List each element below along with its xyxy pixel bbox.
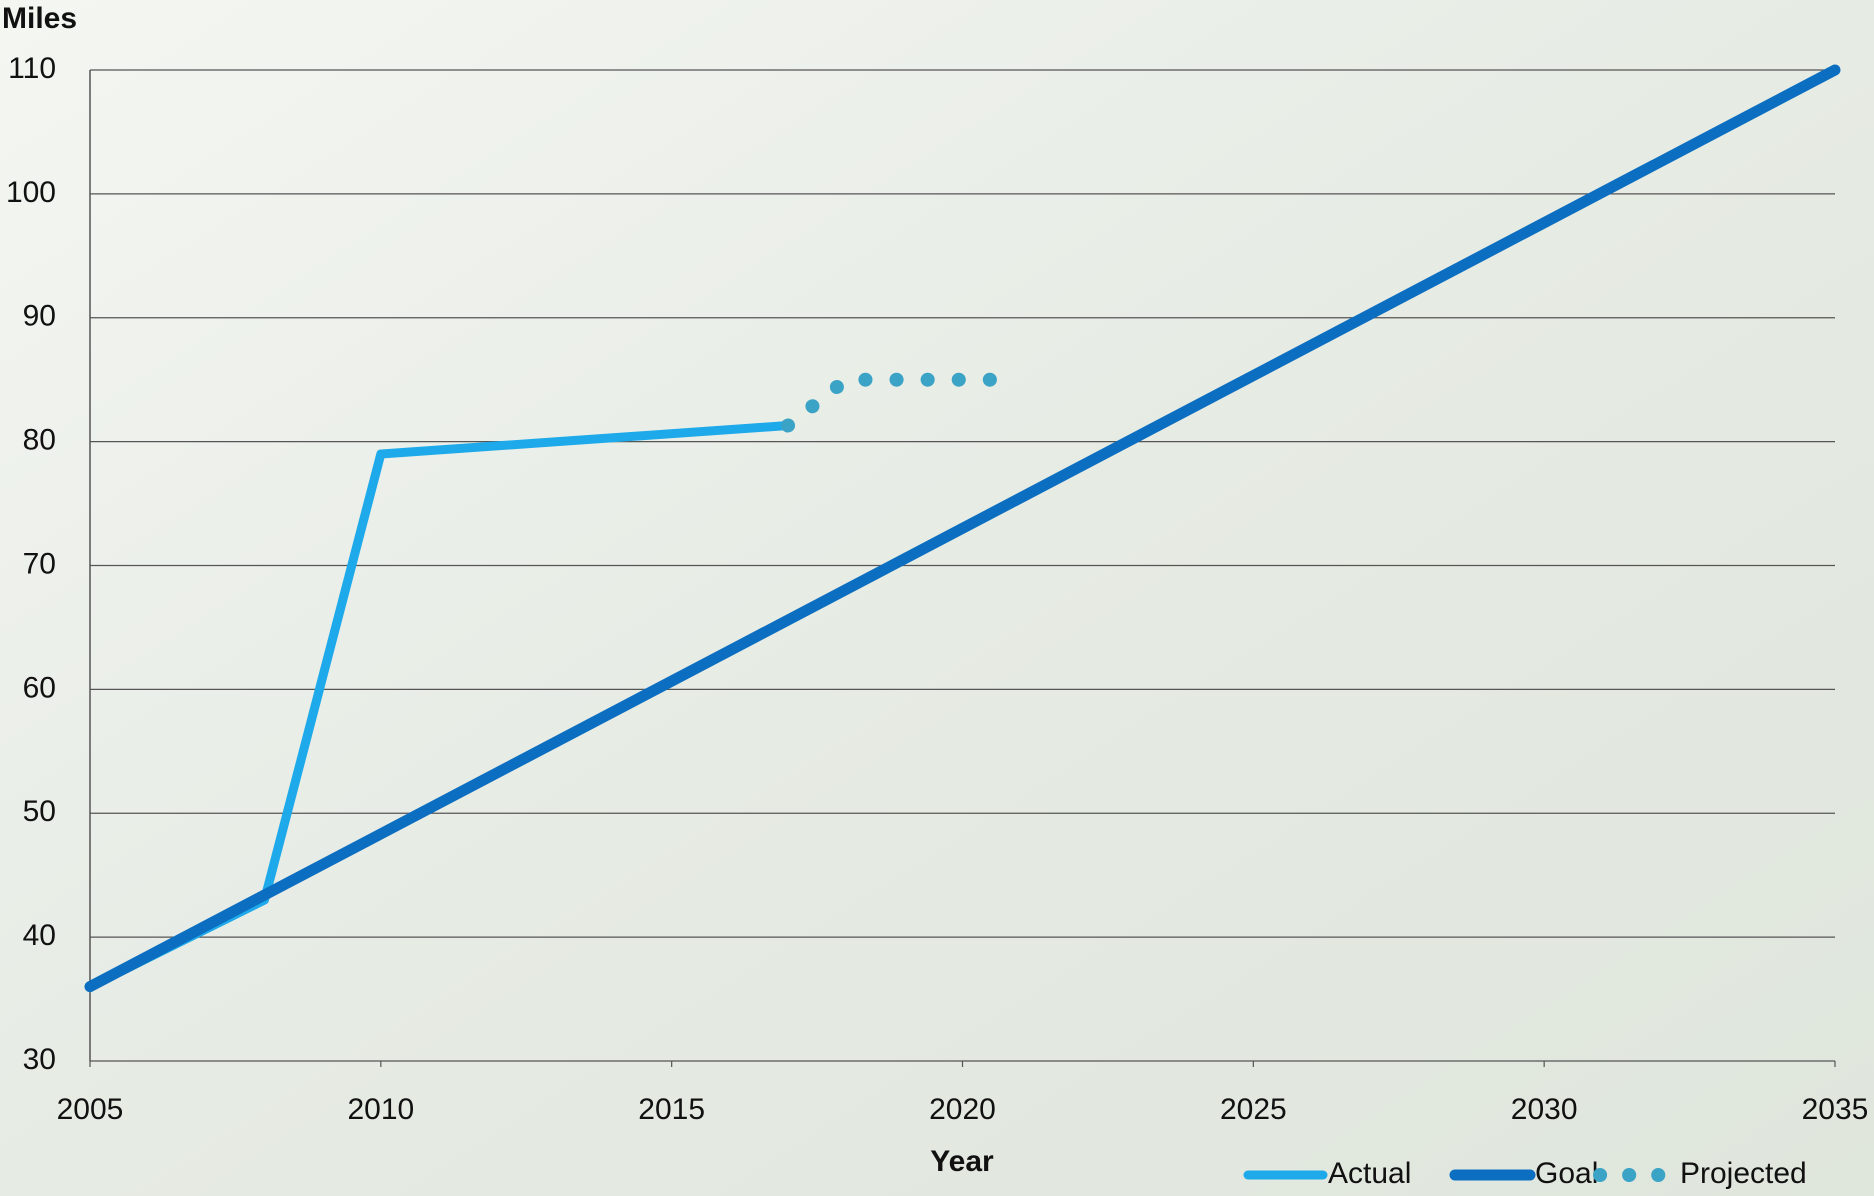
y-tick-label: 100 bbox=[6, 176, 56, 209]
x-tick-label: 2005 bbox=[57, 1093, 124, 1126]
x-tick-label: 2020 bbox=[929, 1093, 996, 1126]
series-line bbox=[781, 372, 1028, 433]
x-tick-label: 2010 bbox=[347, 1093, 414, 1126]
y-tick-label: 30 bbox=[23, 1043, 56, 1076]
y-tick-label: 60 bbox=[23, 671, 56, 704]
x-tick-label: 2035 bbox=[1802, 1093, 1869, 1126]
legend-label: Goal bbox=[1535, 1157, 1598, 1190]
legend-label: Actual bbox=[1328, 1157, 1411, 1190]
x-tick-label: 2015 bbox=[638, 1093, 705, 1126]
y-tick-label: 80 bbox=[23, 424, 56, 457]
legend-label: Projected bbox=[1680, 1157, 1807, 1190]
y-tick-label: 110 bbox=[8, 52, 56, 85]
x-tick-label: 2030 bbox=[1511, 1093, 1578, 1126]
x-tick-label: 2025 bbox=[1220, 1093, 1287, 1126]
series-line bbox=[84, 64, 1841, 993]
y-axis-label: Miles bbox=[2, 2, 77, 35]
y-tick-label: 90 bbox=[23, 300, 56, 333]
x-axis-label: Year bbox=[930, 1145, 994, 1178]
y-tick-label: 40 bbox=[23, 919, 56, 952]
y-tick-label: 50 bbox=[23, 795, 56, 828]
y-tick-label: 70 bbox=[23, 547, 56, 580]
